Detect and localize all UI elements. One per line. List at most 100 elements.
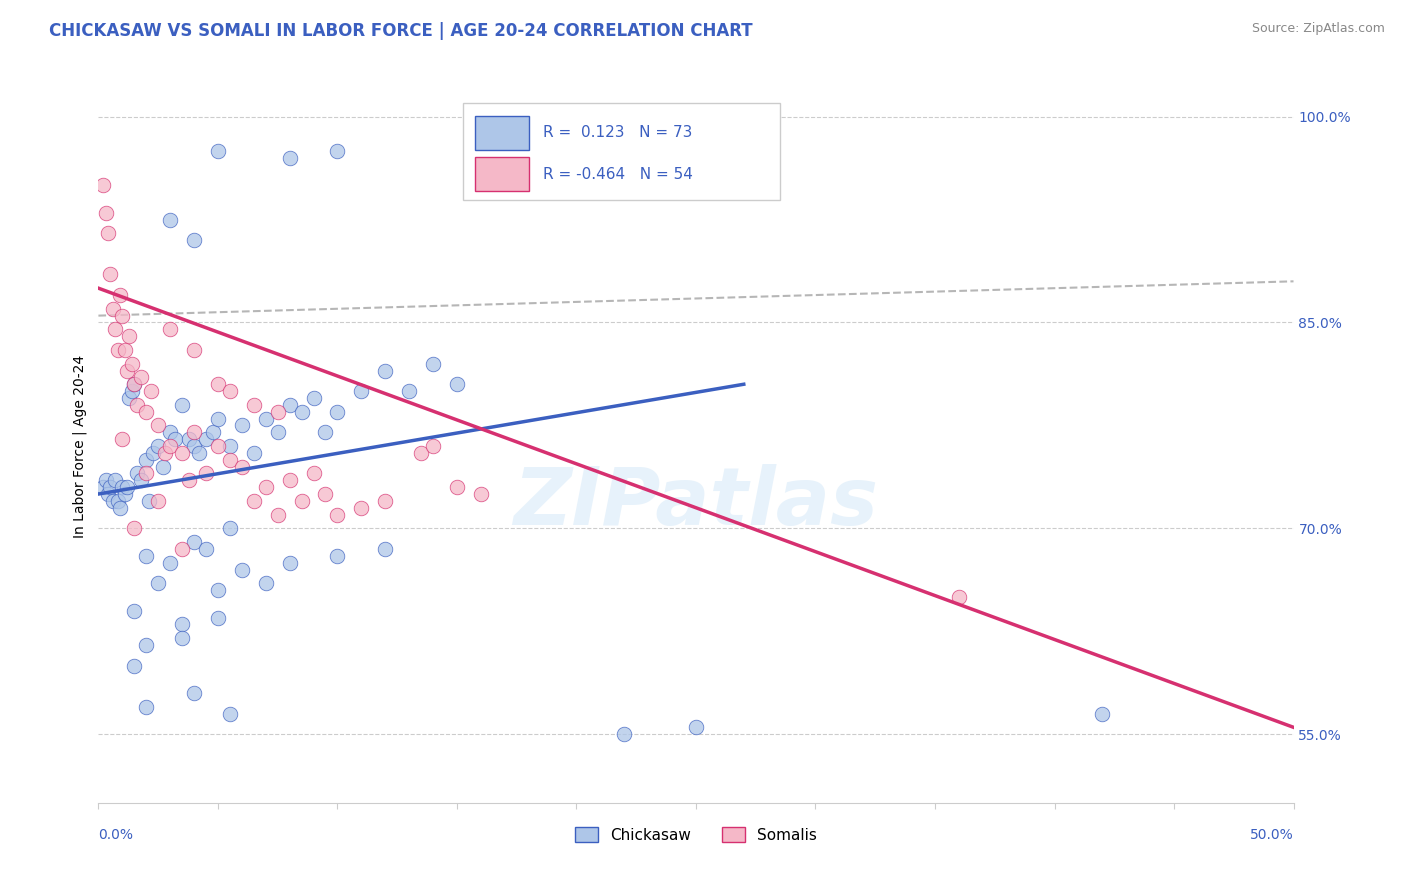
Point xyxy=(685,720,707,734)
Point xyxy=(111,309,134,323)
Point xyxy=(159,322,181,336)
Point xyxy=(254,480,277,494)
Point xyxy=(326,405,349,419)
Point xyxy=(374,541,396,556)
Point xyxy=(183,425,205,440)
Point xyxy=(302,467,325,481)
Point xyxy=(97,227,120,241)
Point xyxy=(104,473,127,487)
Point xyxy=(278,398,301,412)
Point xyxy=(948,590,970,604)
Point xyxy=(254,576,277,591)
Point xyxy=(195,432,218,446)
Text: 0.0%: 0.0% xyxy=(98,828,134,842)
Point xyxy=(470,487,492,501)
Point xyxy=(148,494,170,508)
Point xyxy=(422,439,444,453)
Point xyxy=(183,686,205,700)
Point xyxy=(613,844,636,858)
Point xyxy=(97,487,120,501)
Point xyxy=(350,384,373,398)
Point xyxy=(183,535,205,549)
Point xyxy=(163,432,186,446)
Text: R =  0.123   N = 73: R = 0.123 N = 73 xyxy=(543,125,692,140)
Point xyxy=(111,432,134,446)
Point xyxy=(118,391,141,405)
Point xyxy=(243,494,266,508)
Point xyxy=(398,384,420,398)
Point xyxy=(148,439,170,453)
Point xyxy=(291,494,314,508)
Text: Source: ZipAtlas.com: Source: ZipAtlas.com xyxy=(1251,22,1385,36)
Point xyxy=(159,212,181,227)
Point xyxy=(326,508,349,522)
Point xyxy=(302,391,325,405)
Point xyxy=(135,405,157,419)
Point xyxy=(91,480,114,494)
Point xyxy=(207,583,229,598)
Point xyxy=(125,467,148,481)
Point xyxy=(125,398,148,412)
Point xyxy=(94,205,117,219)
Point xyxy=(121,357,143,371)
Point xyxy=(202,425,225,440)
Text: ZIPatlas: ZIPatlas xyxy=(513,464,879,542)
Point xyxy=(315,425,337,440)
Point xyxy=(207,610,229,624)
Point xyxy=(219,384,242,398)
Point xyxy=(135,549,157,563)
Point xyxy=(187,446,209,460)
Point xyxy=(446,480,468,494)
Point xyxy=(159,425,181,440)
Point xyxy=(172,617,194,632)
Point xyxy=(172,446,194,460)
Point xyxy=(121,384,143,398)
Point xyxy=(135,699,157,714)
Point xyxy=(254,411,277,425)
Point xyxy=(179,473,201,487)
Point xyxy=(350,500,373,515)
Point xyxy=(138,494,160,508)
Point xyxy=(124,604,146,618)
Point xyxy=(111,480,134,494)
Point xyxy=(142,446,165,460)
Point xyxy=(124,377,146,392)
Point xyxy=(118,329,141,343)
Point xyxy=(374,494,396,508)
Point xyxy=(148,576,170,591)
Point xyxy=(613,727,636,741)
Point xyxy=(231,562,253,576)
Point xyxy=(278,473,301,487)
Point xyxy=(108,288,131,302)
Point xyxy=(195,541,218,556)
Point xyxy=(1091,706,1114,721)
Point xyxy=(98,480,122,494)
Point xyxy=(124,521,146,535)
Point xyxy=(107,494,129,508)
Point xyxy=(243,398,266,412)
Point xyxy=(114,343,136,357)
Point xyxy=(131,370,153,384)
Point xyxy=(172,631,194,645)
Point xyxy=(219,521,242,535)
Point xyxy=(135,452,157,467)
Point xyxy=(183,233,205,247)
Point xyxy=(231,418,253,433)
Y-axis label: In Labor Force | Age 20-24: In Labor Force | Age 20-24 xyxy=(73,354,87,538)
Point xyxy=(139,384,162,398)
Point xyxy=(207,377,229,392)
Point xyxy=(411,446,433,460)
FancyBboxPatch shape xyxy=(475,116,529,150)
Point xyxy=(135,638,157,652)
Point xyxy=(159,439,181,453)
Point xyxy=(179,432,201,446)
Point xyxy=(91,178,114,193)
Point xyxy=(172,541,194,556)
FancyBboxPatch shape xyxy=(463,103,780,200)
Point xyxy=(101,494,124,508)
Point xyxy=(183,343,205,357)
Point xyxy=(148,418,170,433)
Point xyxy=(155,446,177,460)
Point xyxy=(98,268,122,282)
Point xyxy=(152,459,174,474)
